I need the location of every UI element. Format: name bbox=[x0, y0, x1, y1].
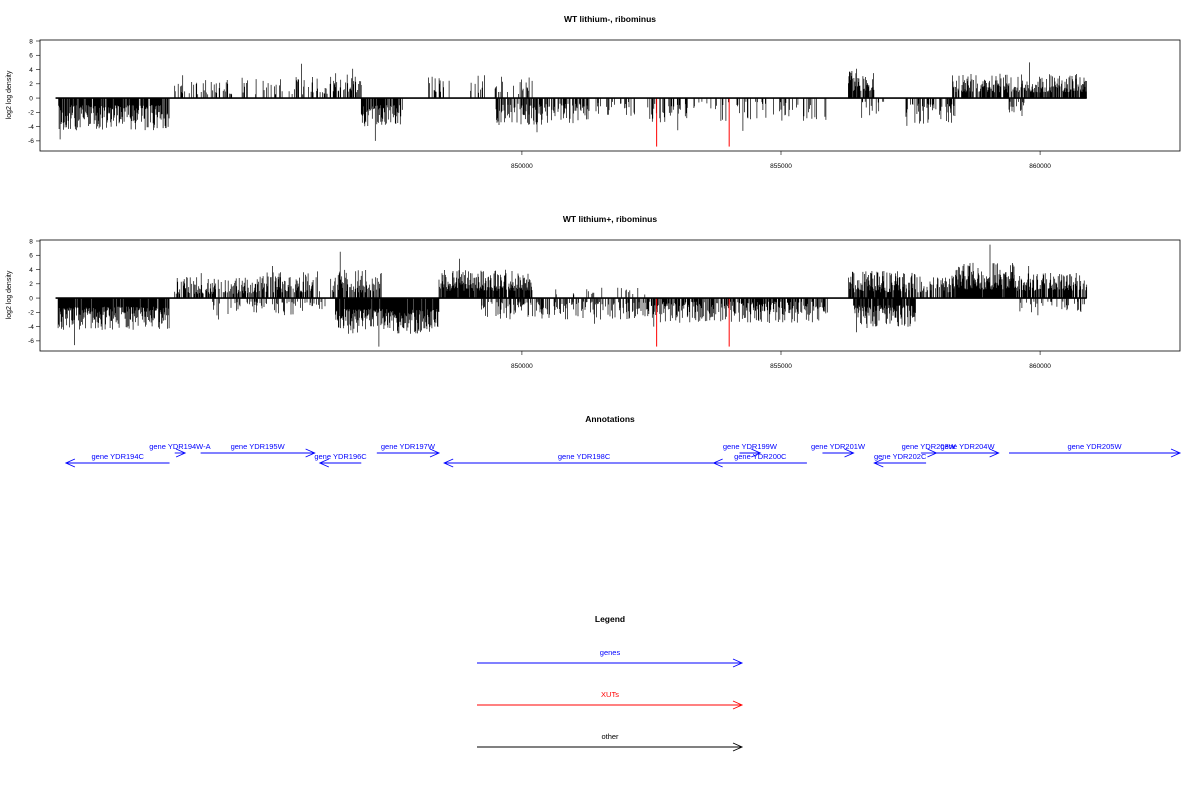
annotations-title: Annotations bbox=[585, 414, 635, 424]
gene-arrow: gene YDR196C bbox=[314, 452, 367, 468]
y-tick-label: -6 bbox=[28, 338, 34, 345]
gene-arrow: gene YDR199W bbox=[723, 442, 778, 458]
gene-label: gene YDR205W bbox=[1067, 442, 1122, 451]
x-tick-label: 860000 bbox=[1029, 163, 1051, 170]
y-tick-label: 8 bbox=[29, 238, 33, 245]
legend-label: other bbox=[601, 732, 619, 741]
gene-label: gene YDR198C bbox=[558, 452, 611, 461]
gene-arrow: gene YDR195W bbox=[200, 442, 316, 458]
coverage-panel-lithium-plus: WT lithium+, ribominus log2 log density … bbox=[6, 214, 1181, 370]
y-axis: -6 -4 -2 0 2 4 6 8 bbox=[28, 38, 40, 145]
gene-label: gene YDR204W bbox=[941, 442, 996, 451]
x-tick-label: 860000 bbox=[1029, 363, 1051, 370]
x-axis: 850000 855000 860000 bbox=[511, 351, 1051, 370]
y-tick-label: -4 bbox=[28, 324, 34, 331]
gene-label: gene YDR201W bbox=[811, 442, 866, 451]
y-tick-label: 0 bbox=[29, 295, 33, 302]
coverage-bar-series bbox=[57, 244, 1088, 347]
x-axis: 850000 855000 860000 bbox=[511, 151, 1051, 170]
gene-label: gene YDR202C bbox=[874, 452, 927, 461]
y-tick-label: -2 bbox=[28, 310, 34, 317]
gene-label: gene YDR199W bbox=[723, 442, 778, 451]
coverage-bar-series bbox=[58, 62, 1087, 141]
y-tick-label: 4 bbox=[29, 67, 33, 74]
gene-arrows: gene YDR194C gene YDR194W-A gene YDR195W ge… bbox=[64, 442, 1182, 468]
coverage-bars bbox=[57, 244, 1088, 347]
coverage-bars bbox=[58, 62, 1087, 141]
y-tick-label: -4 bbox=[28, 124, 34, 131]
y-tick-label: 8 bbox=[29, 38, 33, 45]
gene-label: gene YDR200C bbox=[734, 452, 787, 461]
panel-title: WT lithium+, ribominus bbox=[563, 214, 657, 224]
y-axis-label: log2 log density bbox=[6, 270, 13, 319]
legend: Legend genes XUTs other bbox=[477, 614, 744, 752]
gene-arrow: gene YDR200C bbox=[712, 452, 807, 468]
x-tick-label: 850000 bbox=[511, 163, 533, 170]
y-tick-label: 0 bbox=[29, 95, 33, 102]
xut-markers bbox=[656, 298, 730, 347]
y-tick-label: 6 bbox=[29, 253, 33, 260]
gene-label: gene YDR203W bbox=[902, 442, 957, 451]
legend-label: genes bbox=[600, 648, 621, 657]
gene-arrow: gene YDR204W bbox=[936, 442, 1000, 458]
xut-markers bbox=[656, 98, 730, 147]
y-tick-label: 6 bbox=[29, 53, 33, 60]
y-axis: -6 -4 -2 0 2 4 6 8 bbox=[28, 238, 40, 345]
y-tick-label: -6 bbox=[28, 138, 34, 145]
y-tick-label: -2 bbox=[28, 110, 34, 117]
legend-item: genes bbox=[477, 648, 744, 668]
legend-item: other bbox=[477, 732, 744, 752]
gene-arrow: gene YDR201W bbox=[811, 442, 866, 458]
y-tick-label: 4 bbox=[29, 267, 33, 274]
y-axis-label: log2 log density bbox=[6, 70, 13, 119]
x-tick-label: 850000 bbox=[511, 363, 533, 370]
gene-label: gene YDR196C bbox=[314, 452, 367, 461]
gene-label: gene YDR194C bbox=[92, 452, 145, 461]
plot-frame bbox=[39, 39, 1181, 152]
gene-label: gene YDR194W-A bbox=[149, 442, 210, 451]
coverage-panel-lithium-minus: WT lithium-, ribominus log2 log density … bbox=[6, 14, 1181, 170]
x-tick-label: 855000 bbox=[770, 163, 792, 170]
gene-arrow: gene YDR197W bbox=[376, 442, 441, 458]
legend-label: XUTs bbox=[601, 690, 619, 699]
gene-arrow: gene YDR194C bbox=[64, 452, 170, 468]
gene-arrow: gene YDR205W bbox=[1009, 442, 1182, 458]
gene-label: gene YDR195W bbox=[231, 442, 286, 451]
y-tick-label: 2 bbox=[29, 281, 33, 288]
gene-arrow: gene YDR194W-A bbox=[149, 442, 211, 458]
gene-arrow: gene YDR198C bbox=[443, 452, 724, 468]
plot-frame bbox=[39, 239, 1181, 352]
gene-label: gene YDR197W bbox=[381, 442, 436, 451]
legend-title: Legend bbox=[595, 614, 625, 624]
legend-item: XUTs bbox=[477, 690, 744, 710]
y-tick-label: 2 bbox=[29, 81, 33, 88]
panel-title: WT lithium-, ribominus bbox=[564, 14, 656, 24]
legend-items: genes XUTs other bbox=[477, 648, 744, 752]
x-tick-label: 855000 bbox=[770, 363, 792, 370]
gene-arrow: gene YDR202C bbox=[873, 452, 927, 468]
